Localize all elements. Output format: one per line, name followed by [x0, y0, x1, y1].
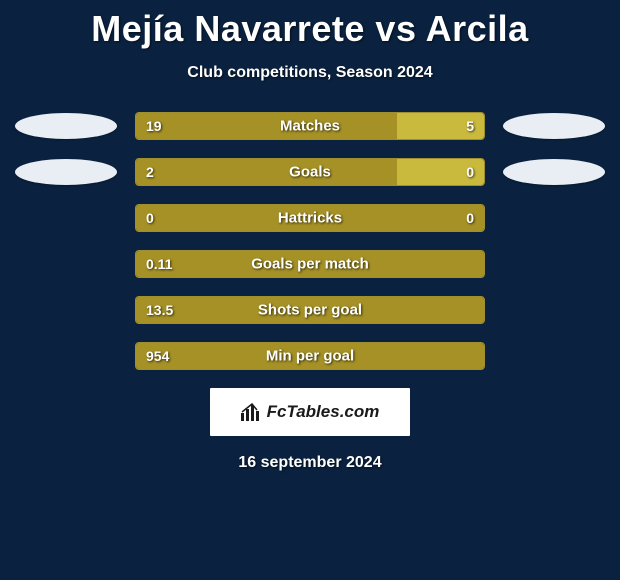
- player-right-oval: [503, 113, 605, 139]
- stat-value-left: 2: [146, 164, 154, 180]
- stat-bar: 2 0 Goals: [135, 158, 485, 186]
- stat-value-left: 0: [146, 210, 154, 226]
- stat-bar: 13.5 Shots per goal: [135, 296, 485, 324]
- stat-value-right: 0: [466, 210, 474, 226]
- player-left-oval: [15, 159, 117, 185]
- stat-label: Goals per match: [251, 256, 369, 273]
- stat-bar: 19 5 Matches: [135, 112, 485, 140]
- page-subtitle: Club competitions, Season 2024: [0, 64, 620, 82]
- stat-row: 19 5 Matches: [0, 112, 620, 140]
- stat-row: 0.11 Goals per match: [0, 250, 620, 278]
- stat-label: Min per goal: [266, 348, 354, 365]
- stat-value-left: 0.11: [146, 256, 172, 272]
- stat-value-left: 19: [146, 118, 162, 134]
- stat-row: 954 Min per goal: [0, 342, 620, 370]
- bar-segment-left: [136, 159, 397, 185]
- stat-value-left: 13.5: [146, 302, 173, 318]
- date-label: 16 september 2024: [0, 454, 620, 472]
- stat-value-right: 0: [466, 164, 474, 180]
- stat-label: Matches: [280, 118, 340, 135]
- branding-badge: FcTables.com: [210, 388, 410, 436]
- branding-text: FcTables.com: [267, 402, 380, 422]
- stat-value-right: 5: [466, 118, 474, 134]
- stat-bar: 954 Min per goal: [135, 342, 485, 370]
- player-right-oval: [503, 159, 605, 185]
- chart-icon: [241, 403, 261, 421]
- stat-label: Shots per goal: [258, 302, 362, 319]
- stats-container: 19 5 Matches 2 0 Goals 0 0 Hattricks 0.11 Goals pe…: [0, 112, 620, 370]
- player-left-oval: [15, 113, 117, 139]
- bar-segment-left: [136, 113, 397, 139]
- page-title: Mejía Navarrete vs Arcila: [0, 0, 620, 50]
- stat-bar: 0 0 Hattricks: [135, 204, 485, 232]
- stat-label: Hattricks: [278, 210, 342, 227]
- stat-row: 2 0 Goals: [0, 158, 620, 186]
- stat-bar: 0.11 Goals per match: [135, 250, 485, 278]
- stat-row: 13.5 Shots per goal: [0, 296, 620, 324]
- stat-value-left: 954: [146, 348, 169, 364]
- stat-label: Goals: [289, 164, 331, 181]
- stat-row: 0 0 Hattricks: [0, 204, 620, 232]
